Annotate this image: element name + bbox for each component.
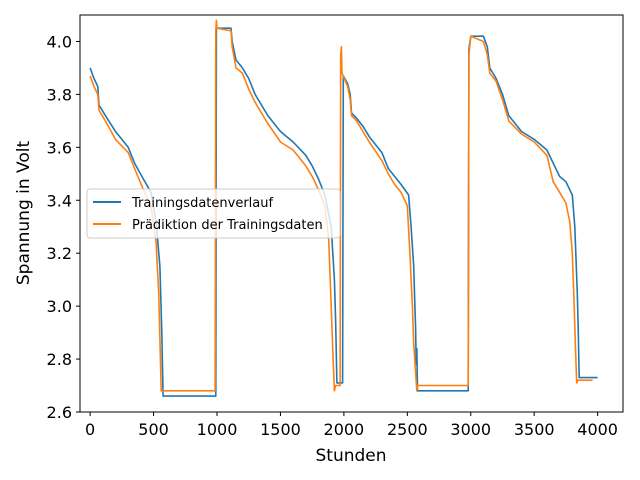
y-tick-label: 3.8	[47, 85, 72, 104]
y-tick-label: 3.2	[47, 244, 72, 263]
x-tick-label: 3000	[450, 420, 491, 439]
series-line-2	[89, 19, 593, 392]
legend-box	[86, 188, 341, 239]
y-tick-label: 4.0	[47, 32, 72, 51]
y-tick-label: 3.6	[47, 138, 72, 157]
x-tick-label: 500	[138, 420, 169, 439]
series-line-1	[89, 27, 598, 397]
plot-lines	[89, 19, 598, 397]
y-tick-label: 2.6	[47, 403, 72, 422]
legend-label-series-2: Prädiktion der Trainingsdaten	[132, 218, 323, 233]
x-tick-label: 4000	[577, 420, 618, 439]
x-axis: 0 500 1000 1500 2000 2500 3000 3500 4000	[85, 412, 618, 439]
x-tick-label: 1000	[197, 420, 238, 439]
x-tick-label: 2000	[324, 420, 365, 439]
legend: Trainingsdatenverlauf Prädiktion der Tra…	[86, 188, 341, 239]
x-tick-label: 0	[85, 420, 95, 439]
y-tick-label: 3.0	[47, 297, 72, 316]
y-axis-label: Spannung in Volt	[14, 141, 34, 286]
x-tick-label: 3500	[514, 420, 555, 439]
x-tick-label: 1500	[260, 420, 301, 439]
y-axis: 2.6 2.8 3.0 3.2 3.4 3.6 3.8 4.0	[47, 32, 80, 422]
x-tick-label: 2500	[387, 420, 428, 439]
plot-frame	[79, 14, 624, 413]
x-axis-label: Stunden	[315, 446, 386, 466]
y-tick-label: 2.8	[47, 350, 72, 369]
legend-label-series-1: Trainingsdatenverlauf	[131, 196, 273, 211]
y-tick-label: 3.4	[47, 191, 72, 210]
